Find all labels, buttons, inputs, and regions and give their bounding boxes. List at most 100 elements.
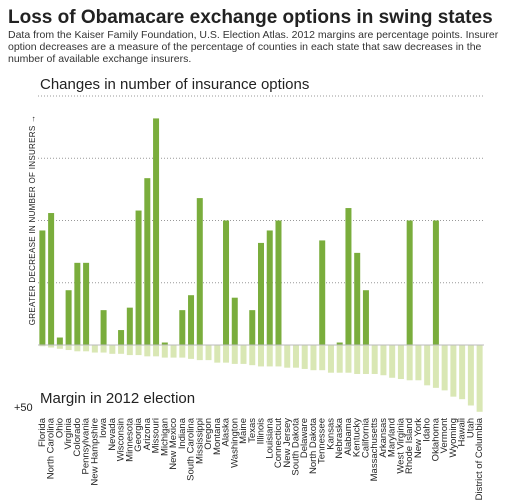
- x-tick-label: Indiana: [177, 417, 188, 449]
- x-tick-label: Ohio: [54, 418, 65, 438]
- bar: [74, 262, 81, 345]
- bar: [249, 345, 256, 366]
- bar: [179, 345, 186, 358]
- x-tick-label: Georgia: [133, 417, 144, 452]
- bar: [319, 345, 326, 371]
- bar: [231, 345, 238, 364]
- x-tick-label: Colorado: [72, 418, 83, 457]
- bar: [56, 337, 63, 345]
- bar: [345, 345, 352, 373]
- bar: [354, 345, 361, 374]
- x-tick-label: Hawaii: [457, 418, 468, 447]
- x-tick-label: New Hampshire: [89, 418, 100, 486]
- bar: [100, 310, 107, 345]
- bar: [223, 345, 230, 363]
- bar: [39, 345, 46, 347]
- bar: [214, 345, 221, 363]
- bar: [345, 208, 352, 345]
- bar: [275, 345, 282, 367]
- x-tick-label: District of Columbia: [474, 417, 485, 500]
- bar: [266, 230, 273, 345]
- bar: [397, 345, 404, 380]
- bar: [153, 118, 160, 345]
- x-tick-label: Minnesota: [124, 417, 135, 462]
- x-tick-label: Virginia: [63, 417, 74, 449]
- bar: [48, 345, 55, 348]
- bar: [109, 345, 116, 354]
- y2-tick-label: +50: [14, 402, 33, 414]
- bar: [56, 345, 63, 349]
- x-tick-label: North Dakota: [308, 417, 319, 474]
- x-tick-label: Florida: [37, 417, 48, 447]
- bar: [118, 345, 125, 354]
- bar: [459, 345, 466, 400]
- bar: [371, 345, 378, 374]
- x-tick-label: Connecticut: [273, 418, 284, 469]
- x-tick-label: New Jersey: [282, 418, 293, 468]
- bar: [284, 345, 291, 368]
- bar: [310, 345, 317, 371]
- x-tick-label: Washington: [229, 418, 240, 468]
- bar: [301, 345, 308, 369]
- bar: [336, 345, 343, 373]
- bar: [424, 345, 431, 386]
- bar: [406, 220, 413, 345]
- x-tick-label: Utah: [465, 418, 476, 438]
- bar: [240, 345, 247, 364]
- bar: [188, 295, 195, 345]
- x-tick-label: North Carolina: [46, 417, 57, 479]
- bar: [118, 330, 125, 345]
- bar: [389, 345, 396, 378]
- x-tick-label: Texas: [247, 418, 258, 443]
- bar: [196, 198, 203, 345]
- bar: [327, 345, 334, 373]
- x-tick-label: Mississippi: [194, 418, 205, 464]
- x-tick-label: California: [360, 417, 371, 458]
- x-tick-label: Idaho: [422, 418, 433, 442]
- bar: [319, 240, 326, 345]
- x-tick-label: Illinois: [256, 418, 267, 445]
- subtitle: Data from the Kaiser Family Foundation, …: [8, 29, 499, 65]
- x-tick-label: Oregon: [203, 418, 214, 450]
- bar: [91, 345, 98, 353]
- bar: [135, 345, 142, 356]
- x-tick-label: Pennsylvania: [81, 417, 92, 474]
- bar: [441, 345, 448, 391]
- bar: [161, 342, 168, 345]
- subtitle-box: Data from the Kaiser Family Foundation, …: [8, 29, 499, 65]
- x-tick-label: Kentucky: [352, 418, 363, 457]
- bar: [144, 178, 151, 345]
- bar: [432, 345, 439, 388]
- bar: [170, 345, 177, 358]
- bar: [100, 345, 107, 353]
- bar: [354, 252, 361, 345]
- x-tick-label: Michigan: [159, 418, 170, 456]
- bar: [39, 230, 46, 345]
- bar: [223, 220, 230, 345]
- x-tick-label: Oklahoma: [430, 417, 441, 461]
- x-tick-label: Wisconsin: [116, 418, 127, 461]
- bar: [450, 345, 457, 397]
- bar: [83, 262, 90, 345]
- x-tick-label: New York: [413, 418, 424, 458]
- bar: [83, 345, 90, 352]
- bar: [258, 345, 264, 367]
- bar: [467, 345, 474, 406]
- x-tick-label: Missouri: [151, 418, 162, 453]
- bar: [476, 345, 483, 412]
- x-tick-label: Montana: [212, 417, 223, 455]
- x-tick-label: Kansas: [325, 418, 336, 450]
- bar: [415, 345, 422, 381]
- bar: [144, 345, 151, 357]
- x-tick-label: West Virginia: [395, 417, 406, 473]
- bar: [161, 345, 168, 358]
- x-tick-label: Alaska: [221, 417, 232, 446]
- bar: [179, 310, 186, 345]
- x-tick-label: Rhode Island: [404, 418, 415, 474]
- bar: [231, 297, 238, 345]
- x-tick-label: Massachusetts: [369, 418, 380, 482]
- bar: [249, 310, 256, 345]
- bar: [336, 342, 343, 345]
- bar: [380, 345, 387, 376]
